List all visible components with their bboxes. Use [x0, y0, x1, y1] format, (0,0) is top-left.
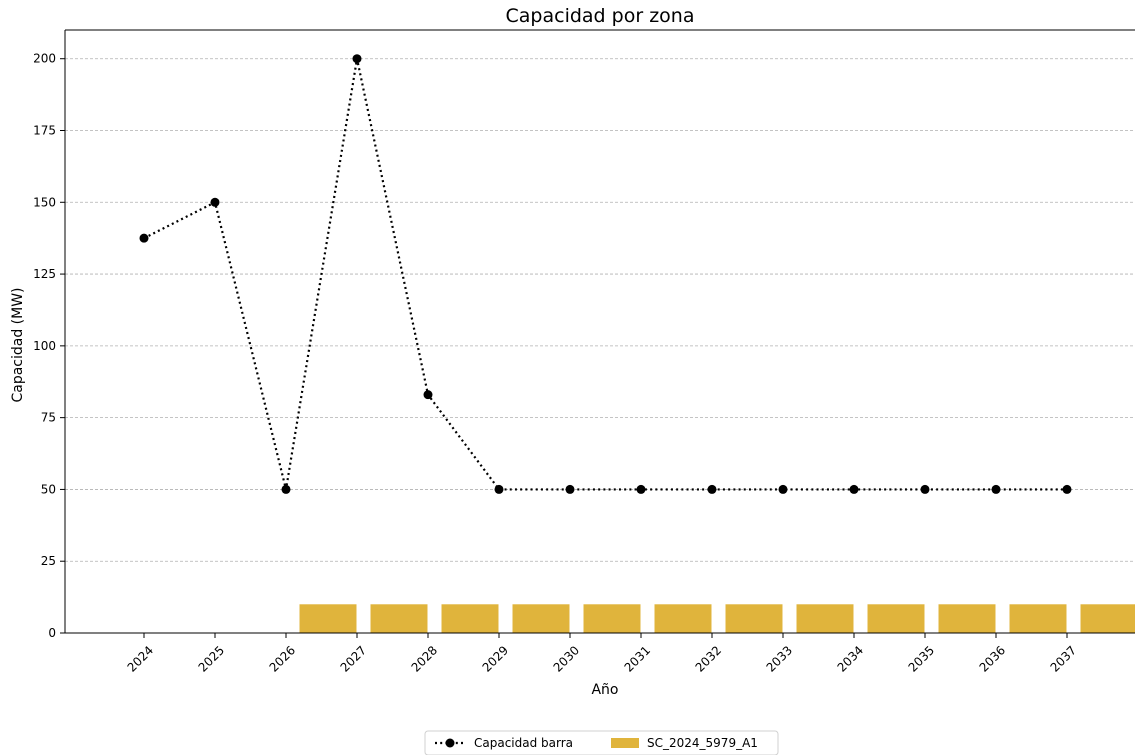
y-tick-label: 50	[41, 482, 56, 496]
grid-layer	[65, 58, 1135, 562]
bar	[1080, 604, 1135, 633]
legend-bar-swatch	[611, 738, 639, 748]
line-point	[423, 390, 433, 400]
line-point	[1062, 484, 1072, 494]
line-point	[494, 484, 504, 494]
line-point	[352, 54, 362, 64]
bar	[512, 604, 570, 633]
line-point	[707, 484, 717, 494]
bar	[583, 604, 641, 633]
x-tick-label: 2034	[835, 643, 866, 674]
bar-layer	[299, 604, 1135, 633]
bar	[370, 604, 428, 633]
line-point	[991, 484, 1001, 494]
x-axis-title: Año	[591, 682, 618, 698]
x-tick-label: 2028	[409, 643, 440, 674]
bar	[654, 604, 712, 633]
y-tick-label: 0	[48, 626, 56, 640]
y-tick-label: 175	[33, 124, 56, 138]
x-tick-label: 2030	[551, 643, 582, 674]
legend: Capacidad barra SC_2024_5979_A1	[424, 730, 779, 755]
x-tick-label: 2036	[977, 643, 1008, 674]
x-tick-label: 2032	[693, 643, 724, 674]
line-point	[281, 484, 291, 494]
bar	[796, 604, 854, 633]
series-line	[143, 58, 1067, 491]
line-point	[139, 233, 149, 243]
bar	[725, 604, 783, 633]
x-tick-label: 2037	[1048, 643, 1079, 674]
x-tick-label: 2035	[906, 643, 937, 674]
x-tick-label: 2031	[622, 643, 653, 674]
y-tick-label: 125	[33, 267, 56, 281]
y-tick-label: 100	[33, 339, 56, 353]
bar	[441, 604, 499, 633]
line-layer	[139, 54, 1072, 494]
line-point	[636, 484, 646, 494]
bar	[938, 604, 996, 633]
x-tick-label: 2029	[480, 643, 511, 674]
y-tick-label: 75	[41, 411, 56, 425]
y-tick-label: 200	[33, 52, 56, 66]
line-point	[778, 484, 788, 494]
legend-box	[424, 730, 779, 755]
x-tick-label: 2033	[764, 643, 795, 674]
x-tick-label: 2025	[196, 643, 227, 674]
bar	[299, 604, 357, 633]
y-tick-label: 150	[33, 195, 56, 209]
bar	[867, 604, 925, 633]
x-tick-label: 2024	[125, 643, 156, 674]
x-tick-label: 2027	[338, 643, 369, 674]
x-tick-label: 2026	[267, 643, 298, 674]
bar	[1009, 604, 1067, 633]
legend-label-line: Capacidad barra	[474, 736, 573, 750]
y-tick-label: 25	[41, 554, 56, 568]
line-point	[565, 484, 575, 494]
legend-label-bar: SC_2024_5979_A1	[647, 736, 758, 750]
legend-marker	[445, 738, 455, 748]
y-axis-title: Capacidad (MW)	[10, 287, 26, 402]
line-point	[849, 484, 859, 494]
chart-title: Capacidad por zona	[506, 5, 695, 27]
line-point	[210, 197, 220, 207]
axis-layer: 0 25 50 75 100 125 150 175 200 2024 2025 2026 2027 20…	[33, 29, 1135, 675]
line-point	[920, 484, 930, 494]
